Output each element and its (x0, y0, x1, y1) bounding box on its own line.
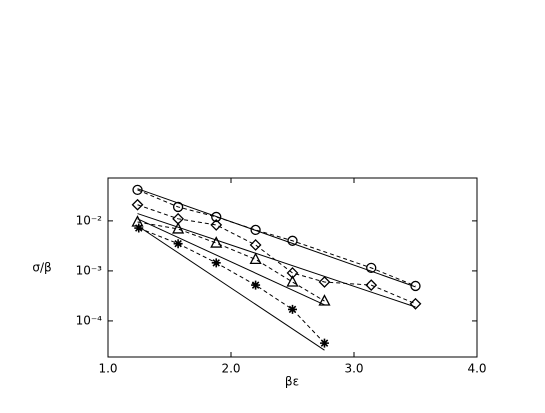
plot-frame (107, 177, 478, 358)
marker (211, 211, 222, 223)
marker (134, 223, 144, 233)
marker (366, 262, 377, 274)
x-tick-label: 3.0 (344, 362, 363, 376)
marker (172, 201, 184, 213)
series-line (138, 227, 325, 344)
marker (409, 297, 422, 310)
marker (318, 276, 331, 288)
marker (210, 219, 223, 231)
series-line (137, 225, 325, 351)
marker (286, 275, 299, 287)
marker (286, 267, 299, 279)
marker (173, 239, 183, 249)
series-line (137, 218, 325, 306)
y-tick-label: 10⁻³ (76, 263, 103, 277)
series-line (137, 188, 416, 288)
marker (249, 239, 262, 251)
y-tick-label: 10⁻⁴ (76, 313, 103, 327)
marker (365, 279, 378, 292)
marker (318, 294, 331, 306)
marker (251, 280, 261, 290)
marker (131, 215, 144, 227)
series-line (137, 204, 416, 305)
marker (250, 224, 261, 236)
marker (211, 258, 221, 268)
series-line (137, 213, 416, 308)
marker (287, 235, 298, 246)
marker (210, 236, 223, 248)
x-tick-label: 2.0 (221, 362, 240, 376)
marker (288, 304, 297, 314)
marker (249, 252, 262, 265)
x-axis-label: βε (285, 375, 299, 389)
marker (131, 198, 144, 211)
x-tick-label: 1.0 (98, 362, 117, 376)
marker (319, 338, 329, 348)
series-line (137, 189, 416, 287)
x-tick-label: 4.0 (467, 362, 486, 376)
marker (410, 280, 421, 292)
y-axis-label: σ/β (32, 261, 51, 275)
y-tick-label: 10⁻² (76, 213, 103, 227)
